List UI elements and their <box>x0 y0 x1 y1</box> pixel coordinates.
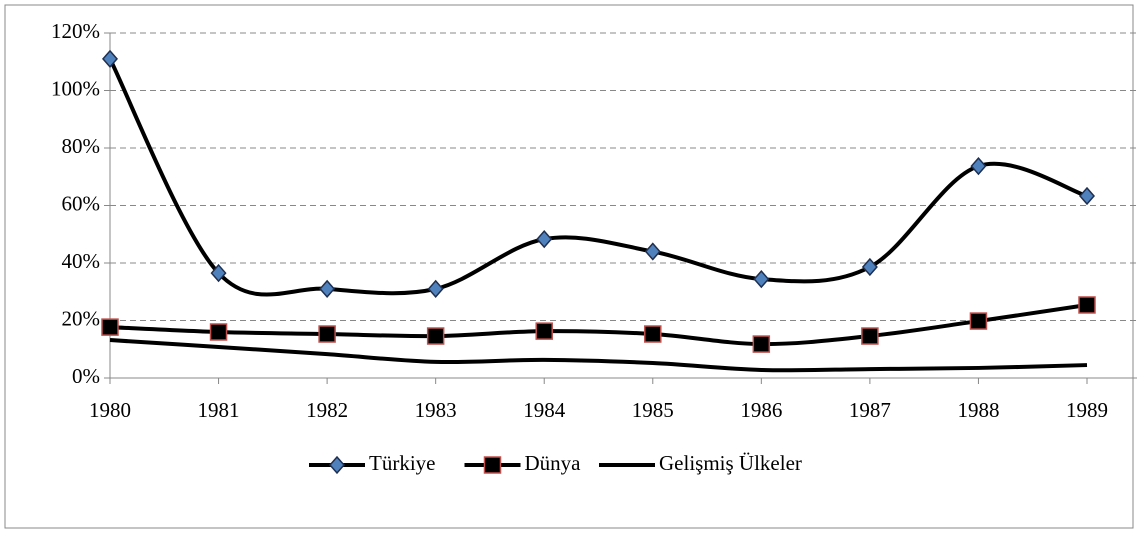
series-line <box>108 57 1088 297</box>
marker <box>102 49 118 69</box>
x-tick-label: 1981 <box>198 398 240 422</box>
series-line <box>109 302 1088 347</box>
x-tick-label: 1982 <box>306 398 348 422</box>
y-tick-label: 0% <box>72 364 100 388</box>
marker <box>483 456 502 474</box>
marker <box>969 312 988 330</box>
y-tick-label: 80% <box>62 134 101 158</box>
marker <box>427 279 444 299</box>
chart-frame <box>4 4 1134 529</box>
marker <box>426 327 445 345</box>
y-tick-label: 20% <box>62 306 101 330</box>
series-line <box>109 338 1088 373</box>
y-tick-label: 100% <box>51 76 100 100</box>
marker <box>535 322 553 340</box>
y-tick-label: 60% <box>62 191 101 215</box>
marker <box>1078 296 1096 314</box>
x-tick-label: 1983 <box>415 398 457 422</box>
marker <box>101 318 119 336</box>
y-tick-label: 120% <box>51 19 100 43</box>
marker <box>644 242 661 261</box>
marker <box>753 269 770 289</box>
marker <box>536 229 553 249</box>
x-tick-label: 1986 <box>740 398 782 422</box>
marker <box>318 325 336 343</box>
marker <box>861 327 879 345</box>
x-tick-label: 1980 <box>89 398 131 422</box>
marker <box>644 325 662 343</box>
legend-label: Dünya <box>525 451 582 475</box>
marker <box>752 335 771 353</box>
y-tick-label: 40% <box>62 249 101 273</box>
x-tick-label: 1985 <box>632 398 674 422</box>
marker <box>209 323 228 341</box>
x-tick-label: 1988 <box>957 398 999 422</box>
marker <box>970 156 987 176</box>
x-tick-label: 1987 <box>849 398 891 422</box>
marker <box>861 257 878 277</box>
legend-label: Türkiye <box>369 451 435 475</box>
marker <box>210 263 227 283</box>
x-tick-label: 1989 <box>1066 398 1108 422</box>
x-tick-label: 1984 <box>523 398 566 422</box>
legend-label: Gelişmiş Ülkeler <box>659 451 802 475</box>
marker <box>319 279 336 299</box>
marker <box>1079 186 1095 206</box>
marker <box>329 455 345 475</box>
